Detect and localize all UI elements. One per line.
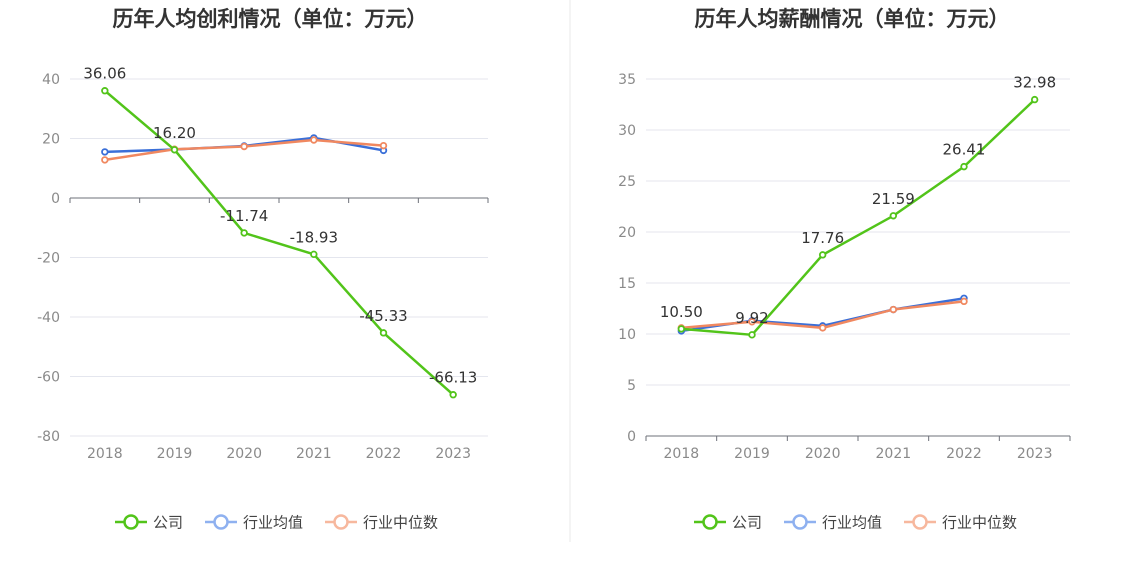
x-tick-label: 2020 [226, 446, 262, 462]
x-tick-label: 2022 [946, 446, 982, 462]
data-point-company[interactable] [170, 146, 179, 154]
data-point-industry_median[interactable] [748, 318, 756, 326]
data-label: -45.33 [359, 307, 407, 325]
y-tick-label: 25 [618, 174, 636, 190]
data-label: -66.13 [429, 369, 477, 387]
data-point-industry_median[interactable] [960, 297, 968, 306]
data-label: 36.06 [83, 65, 126, 83]
legend-marker-industry_avg[interactable] [213, 514, 229, 530]
chart-title: 历年人均创利情况（单位：万元） [113, 7, 428, 31]
data-point-company[interactable] [818, 251, 827, 259]
data-label: 10.50 [660, 303, 703, 321]
data-label: 17.76 [801, 229, 844, 247]
legend-label-company[interactable]: 公司 [732, 514, 762, 532]
data-point-company[interactable] [1030, 95, 1039, 104]
data-label: 26.41 [943, 141, 986, 159]
data-point-industry_avg[interactable] [101, 148, 109, 156]
data-point-industry_median[interactable] [101, 156, 109, 164]
data-point-company[interactable] [101, 87, 109, 95]
data-point-company[interactable] [240, 229, 248, 237]
legend-label-industry_avg[interactable]: 行业均值 [822, 514, 882, 532]
x-tick-label: 2022 [366, 446, 402, 462]
legend-marker-industry_median[interactable] [333, 514, 349, 530]
data-point-company[interactable] [379, 329, 388, 337]
data-label: -11.74 [220, 207, 268, 225]
data-point-company[interactable] [449, 391, 457, 399]
data-point-company[interactable] [960, 162, 968, 171]
legend-marker-industry_avg[interactable] [792, 514, 808, 530]
y-tick-label: -60 [37, 370, 60, 386]
chart-title: 历年人均薪酬情况（单位：万元） [695, 7, 1010, 31]
data-point-company[interactable] [889, 212, 898, 220]
legend-label-industry_median[interactable]: 行业中位数 [363, 514, 438, 532]
x-tick-label: 2023 [435, 446, 471, 462]
legend-marker-company[interactable] [123, 514, 139, 530]
y-tick-label: 35 [618, 72, 636, 88]
legend-marker-company[interactable] [702, 514, 718, 530]
legend-marker-industry_median[interactable] [912, 514, 928, 530]
data-label: 9.92 [735, 309, 768, 327]
x-tick-label: 2019 [157, 446, 193, 462]
data-point-industry_median[interactable] [310, 136, 318, 144]
y-tick-label: 0 [627, 429, 636, 445]
data-label: 21.59 [872, 190, 915, 208]
data-point-company[interactable] [677, 325, 686, 333]
x-tick-label: 2018 [87, 446, 123, 462]
x-tick-label: 2018 [664, 446, 700, 462]
data-point-industry_median[interactable] [818, 324, 827, 332]
legend-label-industry_avg[interactable]: 行业均值 [243, 514, 303, 532]
y-tick-label: 30 [618, 123, 636, 139]
x-tick-label: 2021 [876, 446, 912, 462]
y-tick-label: 10 [618, 327, 636, 343]
y-tick-label: 15 [618, 276, 636, 292]
data-label: -18.93 [290, 228, 338, 246]
data-label: 32.98 [1013, 74, 1056, 92]
y-tick-label: 0 [51, 191, 60, 207]
legend-label-industry_median[interactable]: 行业中位数 [942, 514, 1017, 532]
legend-label-company[interactable]: 公司 [153, 514, 183, 532]
y-tick-label: 40 [42, 72, 60, 88]
data-point-industry_median[interactable] [889, 305, 898, 314]
y-tick-label: 5 [627, 378, 636, 394]
x-tick-label: 2023 [1017, 446, 1053, 462]
x-tick-label: 2021 [296, 446, 332, 462]
y-tick-label: -80 [37, 429, 60, 445]
data-point-industry_median[interactable] [379, 141, 388, 150]
data-label: 16.20 [153, 124, 196, 142]
data-point-industry_median[interactable] [240, 142, 248, 151]
series-line-company [104, 89, 454, 396]
series-line-company [681, 98, 1036, 337]
data-point-company[interactable] [310, 250, 318, 259]
x-tick-label: 2020 [805, 446, 841, 462]
y-tick-label: 20 [618, 225, 636, 241]
y-tick-label: -40 [37, 310, 60, 326]
y-tick-label: 20 [42, 132, 60, 148]
y-tick-label: -20 [37, 251, 60, 267]
x-tick-label: 2019 [734, 446, 770, 462]
data-point-company[interactable] [748, 331, 756, 339]
